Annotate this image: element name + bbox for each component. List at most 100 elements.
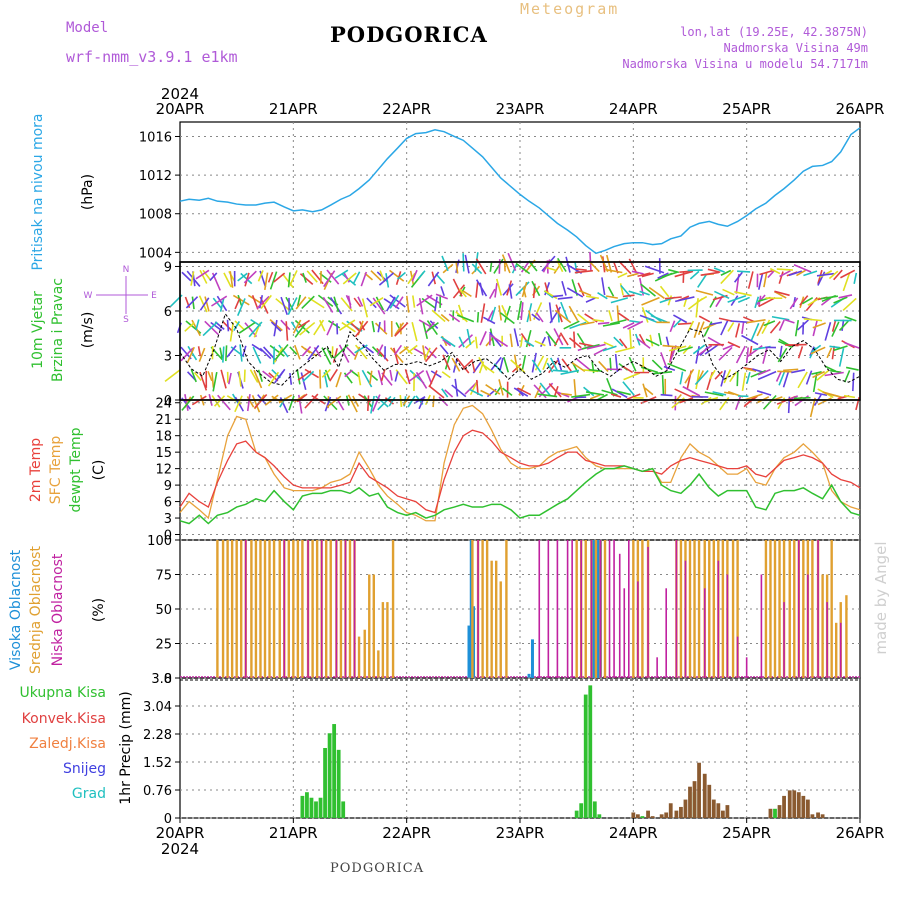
- cloud-bar-1: [368, 574, 371, 678]
- wind-barb: [757, 273, 764, 290]
- dewpt-line: [179, 465, 861, 525]
- wind-barb: [648, 286, 665, 299]
- cloud-bar-2: [726, 574, 729, 678]
- wind-barb: [727, 294, 747, 303]
- wind-barb: [741, 322, 745, 334]
- wind-barb: [244, 322, 258, 338]
- wind-barb: [343, 372, 353, 384]
- wind-barb: [494, 282, 498, 298]
- wind-barb: [593, 347, 607, 356]
- wind-barb: [737, 270, 751, 273]
- wind-barb: [793, 396, 811, 400]
- wind-panel-border: [179, 261, 861, 401]
- cloud-bar-1: [287, 540, 290, 678]
- wind-barb: [431, 309, 446, 323]
- wind-barb: [384, 397, 395, 405]
- wind-barb: [520, 336, 524, 347]
- cloud-bar-2: [665, 588, 667, 678]
- wind-barb: [389, 269, 405, 282]
- wind-barb: [763, 320, 776, 327]
- cloud-bar-1: [594, 540, 598, 678]
- wind-barb: [354, 344, 368, 360]
- wind-barb: [669, 345, 677, 362]
- wind-barb: [803, 318, 823, 322]
- wind-barb: [273, 319, 278, 337]
- wind-barb: [730, 320, 750, 324]
- wind-barb: [820, 297, 832, 306]
- wind-barb: [510, 359, 526, 374]
- wind-barb: [388, 396, 396, 407]
- wind-barb: [577, 282, 585, 297]
- ytick-label-pressure: 1004: [139, 246, 172, 261]
- wind-barb: [407, 344, 418, 354]
- wind-barb: [339, 319, 356, 331]
- temp-2m-line: [179, 429, 861, 514]
- wind-barb: [430, 370, 442, 379]
- wind-barb: [475, 279, 488, 297]
- wind-barb: [563, 320, 580, 330]
- wind-barb: [485, 383, 501, 395]
- wind-barb: [335, 371, 342, 388]
- ytick-label-cloudiness: 0: [164, 672, 172, 687]
- wind-barb: [602, 322, 620, 327]
- precip-conv-bar: [720, 810, 725, 818]
- wind-barb: [181, 271, 192, 282]
- wind-barb: [720, 269, 734, 285]
- wind-barb: [571, 362, 586, 373]
- cloud-bar-2: [684, 560, 687, 678]
- wind-barb: [302, 272, 307, 283]
- wind-barb: [407, 369, 425, 383]
- ytick-label-cloudiness: 100: [147, 534, 172, 549]
- panel-frame-pressure: [179, 121, 861, 263]
- wind-barb: [397, 271, 406, 280]
- bottom-date-label: 23APR: [496, 824, 545, 842]
- compass-e: E: [151, 291, 157, 301]
- wind-barb: [239, 344, 243, 362]
- cloud-bar-2: [783, 602, 785, 678]
- cloud-bar-1: [263, 540, 267, 678]
- cloud-bar-1: [845, 595, 848, 678]
- wind-barb: [778, 319, 785, 331]
- bottom-date-label: 22APR: [382, 824, 431, 842]
- wind-barb: [295, 296, 307, 310]
- wind-barb: [576, 358, 591, 371]
- wind-barb: [750, 323, 760, 342]
- wind-barb: [540, 336, 547, 348]
- ytick-label-temperature: 9: [164, 479, 172, 494]
- precip-total-bar: [336, 749, 341, 818]
- wind-barb: [489, 331, 502, 348]
- cloud-bar-1: [292, 540, 295, 678]
- cloud-bar-1: [584, 540, 587, 678]
- ytick-label-temperature: 21: [155, 413, 172, 428]
- bottom-date-label: 20APR: [156, 824, 205, 842]
- wind-barb: [608, 310, 613, 322]
- wind-barb: [307, 345, 320, 361]
- cloud-bar-1: [708, 540, 711, 678]
- wind-barb: [531, 359, 542, 373]
- wind-barb: [442, 338, 452, 347]
- wind-barb: [727, 322, 735, 332]
- wind-barb: [763, 272, 768, 288]
- wind-barb: [324, 369, 331, 381]
- wind-barb: [275, 298, 291, 312]
- wind-barb: [746, 318, 766, 324]
- wind-barb: [840, 269, 856, 279]
- wind-barb: [211, 395, 221, 408]
- wind-barb: [253, 369, 263, 389]
- wind-barb: [791, 368, 806, 374]
- ytick-label-wind: 3: [164, 349, 172, 364]
- wind-barb: [210, 321, 223, 332]
- wind-barb: [297, 319, 311, 329]
- cloud-bar-1: [490, 560, 493, 678]
- wind-barb: [502, 387, 513, 396]
- wind-barb: [695, 369, 701, 390]
- wind-barb: [234, 395, 243, 413]
- wind-barb: [828, 270, 839, 280]
- wind-barb: [677, 322, 692, 325]
- cloud-bar-2: [637, 581, 639, 678]
- wind-barb: [468, 388, 484, 397]
- wind-barb: [707, 268, 721, 274]
- cloud-bar-2: [538, 540, 541, 678]
- ytick-label-temperature: 6: [164, 496, 172, 511]
- wind-barb: [246, 394, 251, 412]
